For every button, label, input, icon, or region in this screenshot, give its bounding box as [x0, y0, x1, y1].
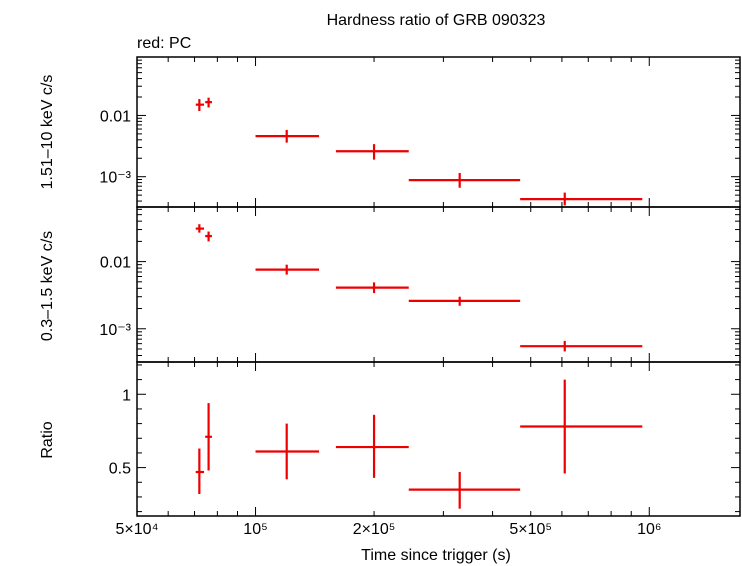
chart-subtitle: red: PC — [137, 35, 191, 52]
plot-area: 0.01 10⁻³ 0.01 10⁻³ 1 0.5 5×10⁴ 10⁵ 2×10⁵ 5×10⁵ 10… — [99, 56, 741, 538]
x-tick-label: 2×10⁵ — [353, 521, 396, 538]
soft-y-tick-label: 10⁻³ — [99, 322, 131, 339]
x-tick-label: 10⁶ — [637, 521, 661, 538]
hard-y-tick-label: 0.01 — [100, 108, 131, 125]
x-tick-label: 5×10⁴ — [116, 521, 159, 538]
soft-panel-y-label: 0.3–1.5 keV c/s — [39, 231, 56, 341]
x-axis-label: Time since trigger (s) — [361, 547, 511, 564]
hard-y-tick-label: 10⁻³ — [99, 170, 131, 187]
ratio-panel-y-label: Ratio — [39, 421, 56, 458]
hard-panel-y-label: 1.51–10 keV c/s — [39, 75, 56, 190]
ratio-y-tick-label: 0.5 — [109, 461, 131, 478]
soft-panel-frame — [136, 206, 741, 363]
ratio-panel-frame — [136, 361, 741, 517]
ratio-y-tick-label: 1 — [122, 387, 131, 404]
x-tick-label: 5×10⁵ — [509, 521, 552, 538]
x-tick-label: 10⁵ — [243, 521, 267, 538]
chart-title: Hardness ratio of GRB 090323 — [327, 12, 546, 29]
soft-y-tick-label: 0.01 — [100, 255, 131, 272]
hard-panel-frame — [136, 56, 741, 208]
